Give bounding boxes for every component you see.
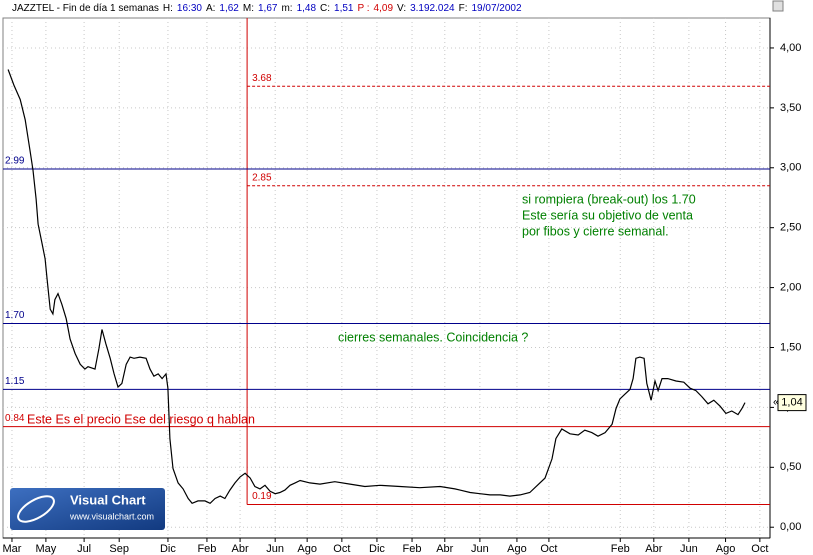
header-field: 1,51 [334,3,354,14]
x-tick-label: Abr [645,543,662,555]
header-field: 19/07/2002 [471,3,521,14]
header-field: V: [397,3,406,14]
header-field: 1,67 [258,3,278,14]
y-tick-label: 2,50 [780,222,801,234]
header-field: C: [320,3,330,14]
x-tick-label: Oct [751,543,768,555]
header-field: 16:30 [177,3,202,14]
x-tick-label: Ago [716,543,736,555]
level-label: 1.70 [5,310,25,321]
x-tick-label: Abr [232,543,249,555]
x-tick-label: Jul [77,543,91,555]
x-tick-label: Ago [507,543,527,555]
x-tick-label: Feb [197,543,216,555]
x-tick-label: Ago [297,543,317,555]
level-label: 2.99 [5,156,25,167]
last-price-marker: « [773,397,779,409]
header-field: JAZZTEL - Fin de día 1 semanas [12,3,159,14]
logo-url: www.visualchart.com [69,511,154,521]
annotation: si rompiera (break-out) los 1.70 [522,192,696,206]
level-label: 1.15 [5,376,25,387]
x-tick-label: May [36,543,57,555]
annotation: por fibos y cierre semanal. [522,224,669,238]
logo-icon [17,495,55,523]
y-tick-label: 3,50 [780,102,801,114]
annotation: Este Es el precio Ese del riesgo q habla… [27,412,255,426]
annotation: cierres semanales. Coincidencia ? [338,330,528,344]
y-tick-label: 0,00 [780,521,801,533]
x-tick-label: Mar [2,543,21,555]
x-tick-label: Jun [471,543,489,555]
header-field: 1,62 [219,3,239,14]
header-field: P : [358,3,370,14]
y-tick-label: 0,50 [780,461,801,473]
level-label: 0.84 [5,413,25,424]
window-button[interactable] [772,0,784,12]
annotation: Este sería su objetivo de venta [522,208,693,222]
x-tick-label: Feb [611,543,630,555]
y-tick-label: 2,00 [780,281,801,293]
header-field: M: [243,3,254,14]
logo-title: Visual Chart [70,492,146,507]
x-tick-label: Jun [680,543,698,555]
x-tick-label: Dic [160,543,176,555]
price-line [7,69,746,505]
header-field: 4,09 [374,3,394,14]
logo-box [10,488,165,530]
header-field: m: [281,3,292,14]
x-tick-label: Sep [109,543,129,555]
header: JAZZTEL - Fin de día 1 semanas H: 16:30 A: 1… [12,3,522,14]
x-tick-label: Abr [436,543,453,555]
header-field: A: [206,3,215,14]
header-field: 1,48 [297,3,317,14]
header-field: 3.192.024 [410,3,455,14]
x-tick-label: Oct [333,543,350,555]
header-field: H: [163,3,173,14]
logo: Visual Chart www.visualchart.com [10,488,165,530]
level-label: 0.19 [252,491,272,502]
header-field: F: [459,3,468,14]
y-tick-label: 4,00 [780,42,801,54]
x-tick-label: Oct [540,543,557,555]
last-price-label: 1,04 [781,397,802,409]
y-tick-label: 1,50 [780,341,801,353]
level-label: 2.85 [252,172,272,183]
level-label: 3.68 [252,73,272,84]
x-tick-label: Feb [403,543,422,555]
x-tick-label: Dic [369,543,385,555]
last-price-box [777,394,807,412]
y-tick-label: 3,00 [780,162,801,174]
x-tick-label: Jun [266,543,284,555]
